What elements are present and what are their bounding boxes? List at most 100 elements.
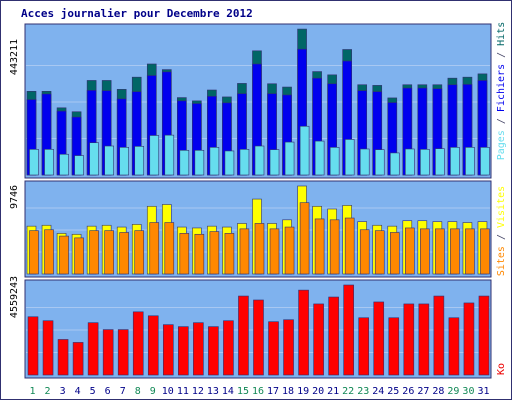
ko-bar-day-29 [448,317,460,376]
ko-bar-day-23 [358,317,370,376]
ko-bar-day-26 [403,303,415,376]
pages-bar-day-23 [359,148,370,176]
ko-bar-day-24 [373,301,385,376]
ko-bar-day-12 [193,322,204,376]
sites-bar-day-29 [450,228,460,275]
sites-bar-day-27 [420,228,430,275]
pages-bar-day-21 [329,147,340,176]
pages-bar-day-31 [480,147,490,176]
ko-bar-day-4 [72,342,84,376]
sites-bar-day-22 [344,217,355,275]
pages-bar-day-2 [44,149,54,176]
sites-bar-day-12 [194,233,205,275]
pages-bar-day-30 [465,147,475,176]
pages-bar-day-22 [344,139,355,176]
ko-bar-day-28 [433,295,445,376]
ko-bar-day-6 [102,329,114,376]
day-label-23: 23 [357,386,369,397]
day-label-26: 26 [402,386,414,397]
legend-pages: Pages [496,130,507,160]
sites-bar-day-31 [480,228,490,275]
ko-bar-day-10 [162,324,174,376]
legend-separator: / [496,46,507,64]
pages-bar-day-10 [164,134,175,176]
day-label-8: 8 [135,386,141,397]
sites-bar-day-10 [164,222,175,275]
day-label-13: 13 [207,386,219,397]
sites-bar-day-18 [284,226,295,275]
legend-fichiers: Fichiers [496,64,507,112]
ko-bar-day-13 [208,326,219,376]
day-label-22: 22 [342,386,354,397]
day-label-24: 24 [372,386,384,397]
sites-bar-day-21 [329,219,340,275]
ko-bar-day-15 [238,295,249,376]
pages-bar-day-28 [435,148,445,176]
day-label-12: 12 [192,386,204,397]
day-label-18: 18 [282,386,294,397]
pages-fichiers-hits-scale-label: 443211 [9,39,20,75]
day-label-16: 16 [252,386,264,397]
sites-bar-day-26 [405,227,415,275]
sites-bar-day-1 [29,230,39,275]
pages-bar-day-8 [134,146,145,176]
ko-bar-day-1 [27,316,39,376]
day-label-20: 20 [312,386,324,397]
pages-bar-day-6 [104,145,114,176]
ko-bar-day-3 [57,339,69,376]
ko-bar-day-7 [117,329,129,376]
sites-bar-day-4 [74,237,84,275]
visites-sites-legend: Sites / Visites [496,186,507,276]
visites-sites-scale-label: 9746 [9,185,20,209]
sites-bar-day-14 [224,233,235,275]
pages-bar-day-26 [405,148,415,176]
sites-bar-day-28 [435,228,445,275]
sites-bar-day-24 [374,230,385,275]
pages-bar-day-5 [89,142,99,176]
pages-bar-day-4 [74,155,84,176]
day-label-31: 31 [477,386,489,397]
sites-bar-day-11 [179,233,190,275]
ko-scale-label: 4559243 [9,276,20,318]
sites-bar-day-30 [465,228,475,275]
day-label-10: 10 [162,386,174,397]
day-label-3: 3 [60,386,66,397]
pages-bar-day-20 [314,140,325,176]
pages-fichiers-hits-legend: Pages / Fichiers / Hits [496,22,507,161]
ko-bar-day-14 [223,320,234,376]
sites-bar-day-3 [59,235,69,275]
day-label-1: 1 [30,386,36,397]
pages-bar-day-24 [374,149,385,176]
pages-bar-day-27 [420,149,430,176]
sites-bar-day-13 [209,231,220,275]
day-label-4: 4 [75,386,81,397]
chart-title: Acces journalier pour Decembre 2012 [21,7,253,20]
ko-bar-day-11 [178,326,189,376]
ko-bar-day-22 [343,284,354,376]
pages-bar-day-1 [29,149,39,176]
pages-bar-day-17 [269,149,280,176]
pages-bar-day-15 [239,149,250,176]
ko-bar-day-9 [147,315,159,376]
pages-bar-day-7 [119,147,129,176]
sites-bar-day-2 [44,229,54,275]
sites-bar-day-23 [359,229,370,275]
sites-bar-day-20 [314,218,325,275]
ko-bar-day-17 [268,321,279,376]
day-label-2: 2 [45,386,51,397]
pages-bar-day-11 [179,149,190,176]
day-label-25: 25 [387,386,399,397]
pages-bar-day-18 [284,141,295,176]
ko-bar-day-2 [42,320,54,376]
sites-bar-day-17 [269,228,280,275]
pages-bar-day-19 [299,125,310,176]
sites-bar-day-25 [389,232,400,275]
pages-bar-day-12 [194,149,205,176]
sites-bar-day-15 [239,228,250,275]
day-label-29: 29 [447,386,459,397]
pages-bar-day-9 [149,135,160,176]
legend-separator: / [496,112,507,130]
legend-visites: Visites [496,186,507,228]
